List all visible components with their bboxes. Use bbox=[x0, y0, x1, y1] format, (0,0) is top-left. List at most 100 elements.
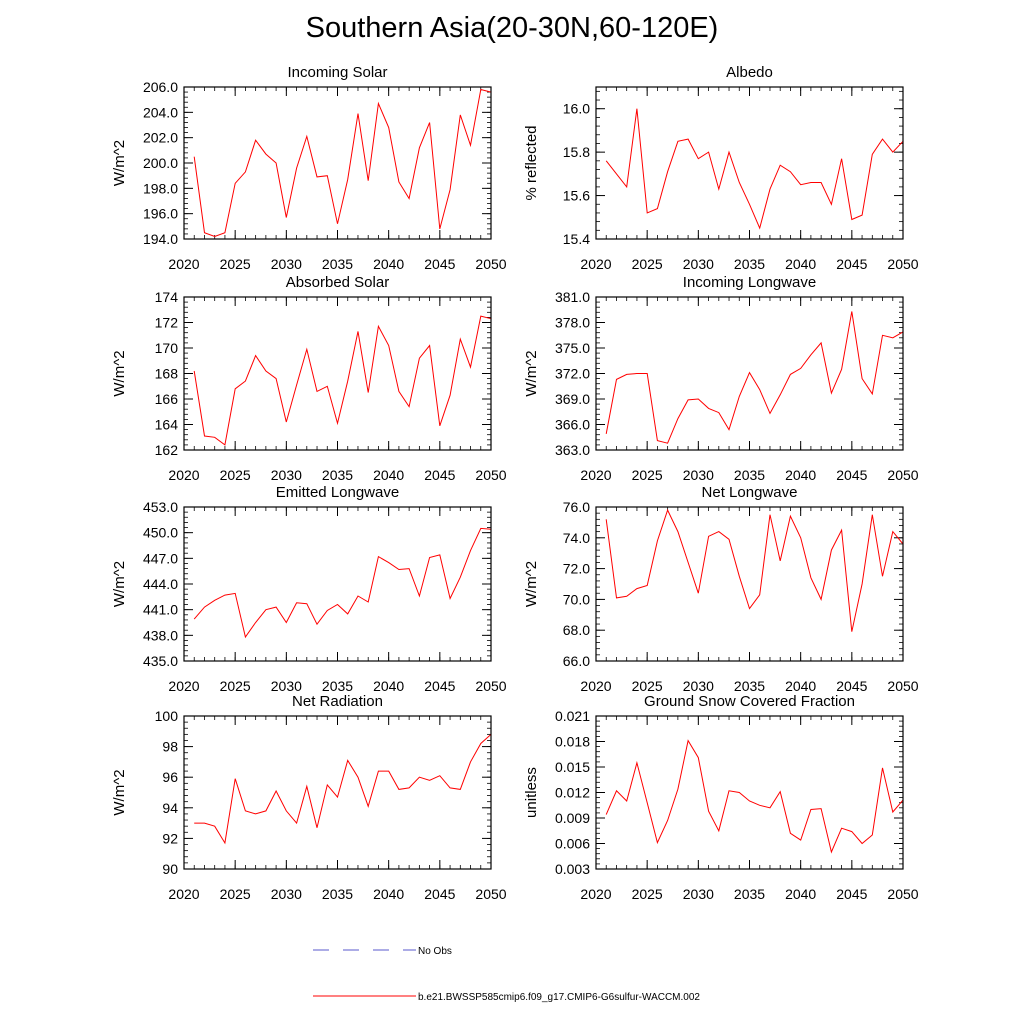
y-tick-label: 170 bbox=[155, 340, 179, 356]
y-tick-label: 96 bbox=[162, 769, 178, 785]
series-line bbox=[194, 734, 492, 845]
y-axis-label: W/m^2 bbox=[523, 561, 540, 607]
x-tick-label: 2025 bbox=[632, 886, 663, 902]
panel-title: Incoming Longwave bbox=[683, 274, 816, 291]
x-tick-label: 2020 bbox=[580, 886, 611, 902]
x-tick-label: 2040 bbox=[373, 886, 404, 902]
chart-panel: Incoming Solar W/m^2 2020 2025 2030 2035 2040 2… bbox=[111, 64, 507, 272]
x-tick-label: 2025 bbox=[632, 467, 663, 483]
y-tick-label: 168 bbox=[155, 366, 179, 382]
y-axis-label: W/m^2 bbox=[523, 350, 540, 396]
x-tick-label: 2045 bbox=[836, 467, 867, 483]
y-tick-label: 194.0 bbox=[143, 231, 178, 247]
x-tick-label: 2025 bbox=[220, 678, 251, 694]
y-tick-label: 66.0 bbox=[563, 653, 590, 669]
x-tick-label: 2025 bbox=[220, 886, 251, 902]
chart-panel: Net Radiation W/m^2 2020 2025 2030 2035 2040 20… bbox=[111, 693, 507, 902]
y-tick-label: 68.0 bbox=[563, 622, 590, 638]
x-tick-label: 2025 bbox=[220, 467, 251, 483]
chart-panel: Net Longwave W/m^2 2020 2025 2030 2035 2040 204… bbox=[523, 484, 919, 694]
x-tick-label: 2045 bbox=[836, 886, 867, 902]
x-tick-label: 2035 bbox=[322, 256, 353, 272]
y-tick-label: 76.0 bbox=[563, 499, 590, 515]
y-tick-label: 100 bbox=[155, 708, 179, 724]
y-axis-label: W/m^2 bbox=[111, 350, 128, 396]
x-tick-label: 2040 bbox=[373, 256, 404, 272]
plot-frame bbox=[183, 715, 492, 870]
y-tick-label: 72.0 bbox=[563, 561, 590, 577]
y-tick-label: 202.0 bbox=[143, 130, 178, 146]
x-tick-label: 2040 bbox=[785, 886, 816, 902]
y-tick-label: 444.0 bbox=[143, 576, 178, 592]
x-tick-label: 2045 bbox=[836, 256, 867, 272]
panel-title: Albedo bbox=[726, 64, 773, 81]
x-tick-label: 2050 bbox=[887, 256, 918, 272]
y-tick-label: 166 bbox=[155, 391, 179, 407]
series-line bbox=[193, 527, 492, 639]
series-line bbox=[193, 315, 492, 446]
y-tick-label: 90 bbox=[162, 861, 178, 877]
x-tick-label: 2020 bbox=[168, 256, 199, 272]
x-tick-label: 2050 bbox=[475, 256, 506, 272]
y-tick-label: 196.0 bbox=[143, 206, 178, 222]
x-tick-label: 2045 bbox=[424, 678, 455, 694]
y-axis-label: unitless bbox=[523, 767, 540, 818]
x-tick-label: 2050 bbox=[887, 678, 918, 694]
series-line bbox=[193, 88, 492, 238]
y-tick-label: 0.018 bbox=[555, 734, 590, 750]
y-tick-label: 174 bbox=[155, 289, 179, 305]
y-tick-label: 0.003 bbox=[555, 861, 590, 877]
x-tick-label: 2050 bbox=[475, 678, 506, 694]
x-tick-label: 2030 bbox=[683, 886, 714, 902]
x-tick-label: 2040 bbox=[373, 678, 404, 694]
y-tick-label: 0.021 bbox=[555, 708, 590, 724]
y-axis-label: % reflected bbox=[523, 125, 540, 200]
y-tick-label: 198.0 bbox=[143, 180, 178, 196]
panel-title: Ground Snow Covered Fraction bbox=[644, 693, 855, 710]
legend: No Obs b.e21.BWSSP585cmip6.f09_g17.CMIP6-… bbox=[313, 946, 700, 1003]
chart-panel: Ground Snow Covered Fraction unitless 2020… bbox=[523, 693, 919, 902]
x-tick-label: 2040 bbox=[785, 467, 816, 483]
y-tick-label: 204.0 bbox=[143, 104, 178, 120]
panel-title: Emitted Longwave bbox=[276, 484, 399, 501]
x-tick-label: 2030 bbox=[271, 256, 302, 272]
y-tick-label: 447.0 bbox=[143, 550, 178, 566]
y-tick-label: 0.009 bbox=[555, 810, 590, 826]
plot-frame bbox=[595, 86, 904, 240]
y-tick-label: 164 bbox=[155, 417, 179, 433]
y-tick-label: 0.006 bbox=[555, 836, 590, 852]
chart-panel: Emitted Longwave W/m^2 2020 2025 2030 2035 204… bbox=[111, 484, 507, 694]
y-tick-label: 369.0 bbox=[555, 391, 590, 407]
y-tick-label: 162 bbox=[155, 442, 179, 458]
y-tick-label: 438.0 bbox=[143, 627, 178, 643]
x-tick-label: 2020 bbox=[580, 256, 611, 272]
x-tick-label: 2040 bbox=[785, 678, 816, 694]
x-tick-label: 2030 bbox=[683, 467, 714, 483]
x-tick-label: 2035 bbox=[322, 886, 353, 902]
y-tick-label: 363.0 bbox=[555, 442, 590, 458]
y-tick-label: 372.0 bbox=[555, 366, 590, 382]
plot-frame bbox=[595, 296, 904, 451]
y-tick-label: 0.012 bbox=[555, 785, 590, 801]
y-tick-label: 98 bbox=[162, 739, 178, 755]
x-tick-label: 2050 bbox=[887, 467, 918, 483]
y-axis-label: W/m^2 bbox=[111, 769, 128, 815]
plot-frame bbox=[183, 506, 492, 662]
x-tick-label: 2020 bbox=[168, 678, 199, 694]
y-tick-label: 453.0 bbox=[143, 499, 178, 515]
y-tick-label: 15.6 bbox=[563, 188, 590, 204]
y-tick-label: 375.0 bbox=[555, 340, 590, 356]
y-tick-label: 206.0 bbox=[143, 79, 178, 95]
x-tick-label: 2025 bbox=[632, 678, 663, 694]
x-tick-label: 2020 bbox=[580, 467, 611, 483]
x-tick-label: 2040 bbox=[373, 467, 404, 483]
x-tick-label: 2020 bbox=[168, 467, 199, 483]
panel-title: Net Radiation bbox=[292, 693, 383, 710]
y-tick-label: 200.0 bbox=[143, 155, 178, 171]
y-tick-label: 366.0 bbox=[555, 417, 590, 433]
legend-label-model: b.e21.BWSSP585cmip6.f09_g17.CMIP6-G6sulf… bbox=[418, 992, 700, 1003]
y-tick-label: 70.0 bbox=[563, 591, 590, 607]
y-axis-label: W/m^2 bbox=[111, 561, 128, 607]
